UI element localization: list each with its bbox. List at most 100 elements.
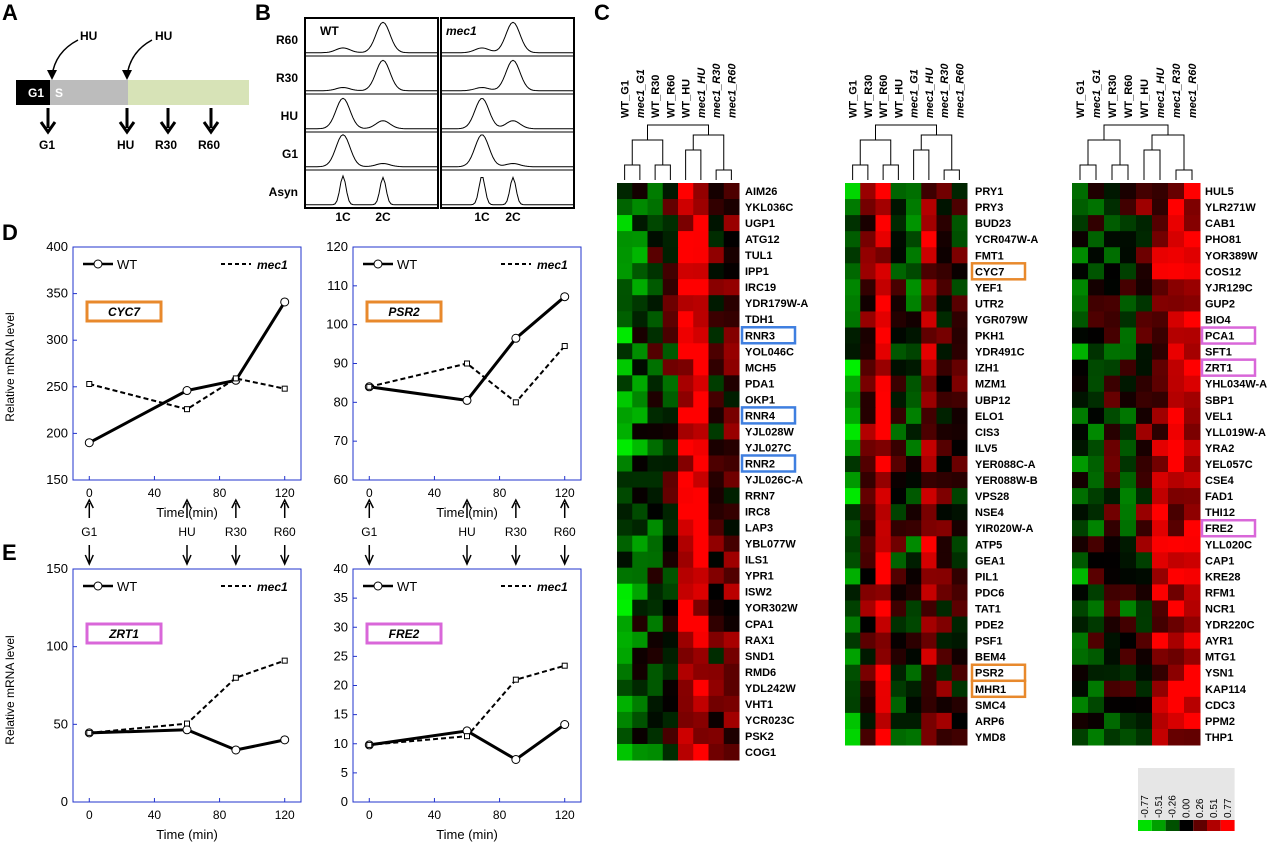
heatmap-cell <box>875 295 892 312</box>
data-point-mec1 <box>366 383 373 390</box>
heatmap-cell <box>875 728 892 746</box>
heatmap-cell <box>1120 648 1137 666</box>
hu-label-1: HU <box>80 29 97 43</box>
scale-background <box>1138 768 1235 820</box>
heatmap-cell <box>723 519 740 537</box>
heatmap-cell <box>1120 263 1137 280</box>
heatmap-cell <box>632 471 648 489</box>
series-line-mec1 <box>89 377 285 411</box>
heatmap-cell <box>845 584 861 601</box>
x-tick-label: 0 <box>86 486 93 500</box>
heatmap-cell <box>845 327 861 345</box>
row-label: PRY3 <box>975 202 1003 214</box>
heatmap-cell <box>921 664 937 682</box>
heatmap-cell <box>693 743 709 761</box>
heatmap-cell <box>632 679 648 697</box>
heatmap-cell <box>632 263 648 280</box>
heatmap-cell <box>632 455 648 472</box>
row-label: YDR220C <box>1205 620 1255 632</box>
g1-phase-label: G1 <box>28 86 44 100</box>
heatmap-cell <box>1088 263 1105 280</box>
heatmap-cell <box>1184 712 1201 730</box>
heatmap-cell <box>860 343 876 361</box>
heatmap-cell <box>1104 488 1121 505</box>
heatmap-cell <box>617 503 633 521</box>
data-point-mec1 <box>366 741 373 748</box>
heatmap-cell <box>617 215 633 232</box>
heatmap-cell <box>647 471 664 489</box>
heatmap-cell <box>1120 504 1137 521</box>
heatmap-cell <box>951 568 968 585</box>
heatmap-cell <box>1088 648 1105 666</box>
row-label: PDC6 <box>975 587 1004 599</box>
heatmap-cell <box>1072 616 1089 634</box>
heatmap-cell <box>1120 616 1137 634</box>
heatmap-cell <box>1136 199 1153 216</box>
heatmap-cell <box>723 615 740 633</box>
y-tick-label: 150 <box>46 561 68 576</box>
heatmap-cell <box>845 343 861 361</box>
heatmap-cell <box>693 279 709 296</box>
gene-label-box <box>365 300 443 323</box>
heatmap-cell <box>1104 231 1121 248</box>
heatmap-cell <box>1136 504 1153 521</box>
heatmap-cell <box>1184 199 1201 216</box>
y-tick-label: 150 <box>46 472 68 487</box>
heatmap-cell <box>1136 664 1153 682</box>
heatmap-cell <box>1136 472 1153 489</box>
heatmap-cell <box>632 407 648 424</box>
heatmap-cell <box>723 295 740 312</box>
column-label: mec1_G1 <box>909 69 921 118</box>
data-point-mec1 <box>464 360 470 367</box>
heatmap-cell <box>1088 215 1105 232</box>
heatmap-cell <box>1120 664 1137 682</box>
y-tick-label: 60 <box>334 472 348 487</box>
heatmap-cell <box>875 439 892 457</box>
heatmap-cell <box>875 407 892 425</box>
data-point-mec1 <box>464 733 470 740</box>
dendrogram-branch <box>1087 139 1121 165</box>
row-label: YER088C-A <box>975 459 1036 471</box>
row-label: YDL242W <box>745 683 796 695</box>
heatmap-cell <box>693 311 709 328</box>
heatmap-cell <box>845 231 861 248</box>
heatmap-cell <box>1120 552 1137 569</box>
heatmap-cell <box>1120 199 1137 216</box>
heatmap-cell <box>1152 343 1169 361</box>
heatmap-cell <box>1104 600 1121 618</box>
row-label: PCA1 <box>1205 331 1234 343</box>
heatmap-cell <box>951 680 968 698</box>
heatmap-cell <box>890 712 907 730</box>
heatmap-cell <box>1120 375 1137 393</box>
heatmap-cell <box>1120 279 1137 296</box>
heatmap-cell <box>617 375 633 392</box>
heatmap-cell <box>647 375 664 392</box>
heatmap-cell <box>845 600 861 618</box>
heatmap-cell <box>936 423 953 441</box>
heatmap-cell <box>1104 247 1121 264</box>
data-point-wt <box>231 745 241 755</box>
heatmap-cell <box>875 279 892 296</box>
heatmap-cell <box>1136 343 1153 361</box>
heatmap-cell <box>890 536 907 553</box>
heatmap-cell <box>951 375 968 393</box>
heatmap-cell <box>693 343 709 360</box>
heatmap-cell <box>678 199 694 216</box>
data-point-wt <box>511 333 521 343</box>
legend-label-wt: WT <box>397 257 417 272</box>
heatmap-cell <box>1184 263 1201 280</box>
heatmap-cell <box>1088 488 1105 505</box>
row-label: YRA2 <box>1205 443 1234 455</box>
row-label: ZRT1 <box>1205 363 1233 375</box>
heatmap-cell <box>1104 472 1121 489</box>
heatmap-cell <box>906 391 922 409</box>
color-scale: -0.77 -0.51 -0.26 0.00 0.26 0.51 0.77 <box>1138 768 1235 831</box>
heatmap-cell <box>875 520 892 537</box>
row-label: YDR179W-A <box>745 298 808 310</box>
heatmap-cell <box>1088 536 1105 553</box>
heatmap-cell <box>632 647 648 665</box>
heatmap-cell <box>936 520 953 537</box>
heatmap-cell <box>1168 247 1185 264</box>
heatmap-cell <box>951 712 968 730</box>
row-label: FAD1 <box>1205 491 1233 503</box>
